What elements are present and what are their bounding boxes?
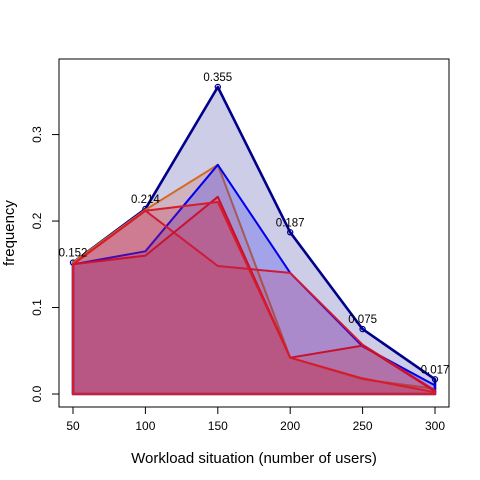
series-1-area (73, 87, 435, 394)
x-tick-label: 50 (66, 419, 80, 433)
data-label: 0.075 (348, 314, 377, 326)
series-1-point (359, 325, 366, 333)
y-tick-label: 0.0 (30, 385, 44, 402)
series-1-point (287, 229, 294, 236)
series-5-area (73, 196, 435, 394)
y-tick-label: 0.3 (30, 126, 44, 143)
y-tick-label: 0.1 (30, 299, 44, 316)
series-1-point (214, 83, 221, 91)
data-label: 0.152 (59, 248, 88, 260)
x-tick-label: 200 (280, 419, 300, 433)
x-tick-label: 150 (208, 419, 228, 433)
data-label: 0.355 (203, 72, 232, 84)
series-layer (69, 83, 439, 396)
y-axis-title: frequency (1, 200, 18, 266)
data-label: 0.214 (131, 194, 160, 206)
y-axis: 0.0 0.1 0.2 0.3 (30, 126, 60, 402)
series-6-area (73, 202, 435, 394)
data-label-layer: 0.152 0.214 0.355 0.187 0.075 0.017 (59, 72, 450, 376)
data-label: 0.017 (421, 364, 450, 376)
x-axis: 50 100 150 200 250 300 (66, 406, 445, 433)
x-tick-label: 250 (353, 419, 373, 433)
series-6-line (72, 201, 436, 395)
y-tick-label: 0.2 (30, 212, 44, 229)
x-tick-label: 100 (135, 419, 155, 433)
x-tick-label: 300 (425, 419, 445, 433)
x-axis-title: Workload situation (number of users) (131, 450, 377, 467)
data-label: 0.187 (276, 217, 305, 229)
series-1-point (431, 376, 439, 383)
